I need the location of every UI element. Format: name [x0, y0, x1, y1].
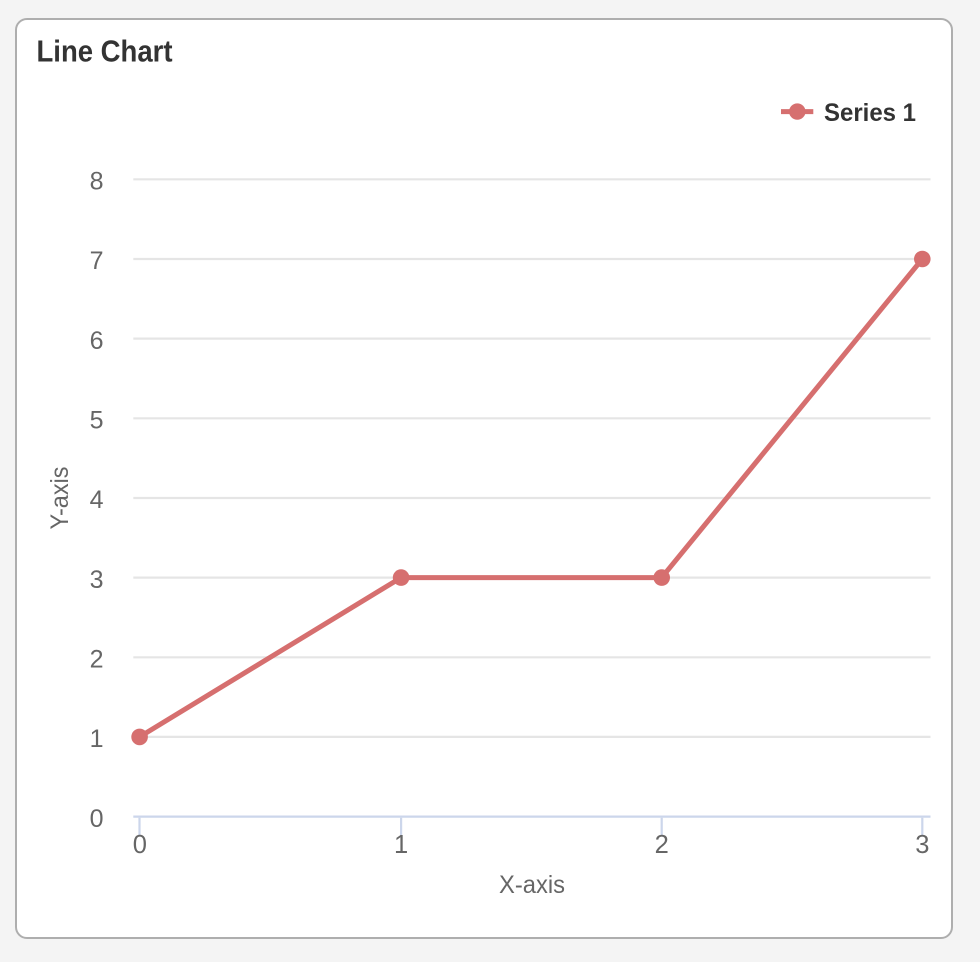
svg-text:Line Chart: Line Chart	[37, 34, 173, 69]
svg-text:7: 7	[90, 247, 104, 275]
svg-text:4: 4	[90, 486, 104, 514]
svg-text:0: 0	[133, 831, 147, 859]
svg-text:Series 1: Series 1	[824, 99, 916, 127]
svg-text:5: 5	[90, 407, 104, 435]
svg-text:2: 2	[655, 831, 669, 859]
svg-text:1: 1	[394, 831, 408, 859]
svg-text:2: 2	[90, 646, 104, 674]
svg-text:Y-axis: Y-axis	[46, 467, 74, 530]
svg-text:6: 6	[90, 327, 104, 355]
svg-text:0: 0	[90, 805, 104, 833]
svg-text:3: 3	[915, 831, 929, 859]
svg-text:8: 8	[90, 168, 104, 196]
svg-text:3: 3	[90, 566, 104, 594]
svg-text:X-axis: X-axis	[499, 871, 565, 899]
svg-text:1: 1	[90, 725, 104, 753]
